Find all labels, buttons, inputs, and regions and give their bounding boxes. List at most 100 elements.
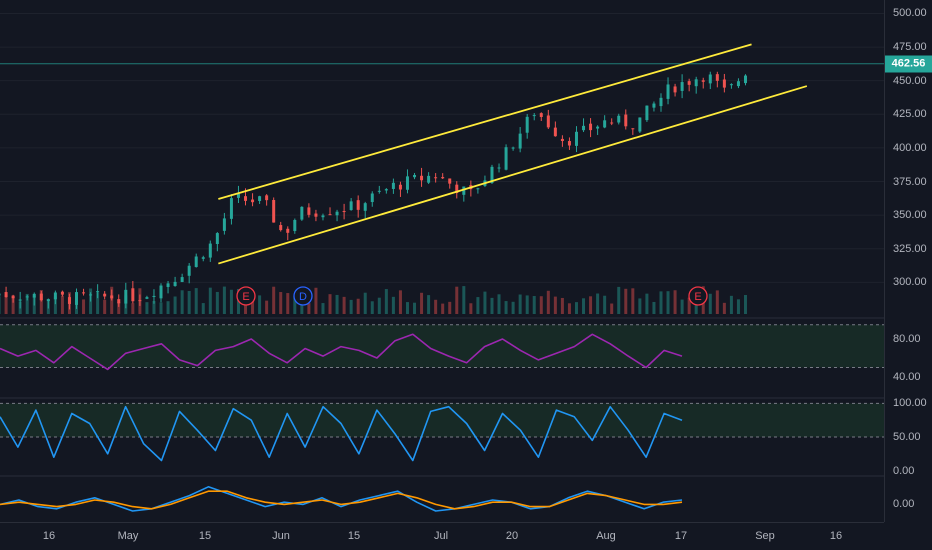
event-marker-letter: E [242, 291, 249, 303]
volume-bar [589, 296, 593, 314]
candle-body [103, 293, 107, 297]
volume-bar [420, 292, 424, 314]
candle-body [420, 175, 424, 181]
volume-bar [293, 296, 297, 314]
candle-body [363, 203, 367, 211]
price-axis-label: 325.00 [893, 242, 927, 255]
candle-body [729, 84, 733, 86]
candle-body [624, 114, 628, 127]
candle-body [462, 186, 466, 195]
volume-bar [265, 300, 269, 314]
volume-bar [715, 290, 719, 314]
candle-body [328, 214, 332, 216]
candle-body [258, 196, 262, 201]
price-axis-label: 425.00 [893, 108, 927, 121]
candle-body [687, 81, 691, 85]
candle-body [448, 178, 452, 184]
candle-body [617, 115, 621, 123]
candle-body [293, 219, 297, 232]
candle-body [110, 295, 114, 299]
rsi-line-0 [0, 333, 683, 371]
candle-body [680, 82, 684, 91]
volume-bar [659, 291, 663, 314]
stoch-axis-label: 100.00 [893, 397, 927, 410]
volume-bar [603, 295, 607, 314]
volume-bar [4, 294, 8, 314]
volume-bar [384, 289, 388, 314]
rsi-axis-label: 80.00 [893, 333, 921, 345]
macd-line-0 [0, 486, 683, 512]
volume-bar [490, 297, 494, 314]
candle-body [391, 182, 395, 189]
candle-body [25, 296, 29, 298]
volume-bar [391, 296, 395, 314]
volume-bar [356, 298, 360, 314]
candle-body [497, 167, 501, 169]
volume-bar [398, 290, 402, 314]
volume-bar [152, 301, 156, 314]
candle-body [455, 184, 459, 194]
volume-bar [342, 296, 346, 314]
candle-body [124, 289, 128, 304]
candle-body [307, 207, 311, 215]
volume-bar [251, 295, 255, 314]
stoch-axis-label: 0.00 [893, 464, 915, 477]
candle-body [384, 189, 388, 191]
candle-body [251, 199, 255, 203]
volume-bar [314, 287, 318, 314]
time-axis-label: Jul [433, 530, 449, 542]
candle-body [75, 292, 79, 305]
volume-bar [279, 292, 283, 314]
candle-body [610, 122, 614, 124]
candle-body [413, 174, 417, 178]
price-axis-label: 350.00 [893, 209, 927, 222]
candle-body [96, 291, 100, 293]
channel-line-lower [218, 85, 808, 265]
candle-body [89, 294, 93, 296]
candle-body [117, 299, 121, 304]
price-axis[interactable]: 500.00 475.00 450.00 425.00 400.00 375.00 350.… [884, 0, 932, 522]
price-axis-label: 400.00 [893, 141, 927, 154]
volume-bar [166, 301, 170, 314]
volume-bar [321, 303, 325, 314]
candle-body [673, 86, 677, 93]
volume-bar [638, 298, 642, 314]
volume-bar [222, 286, 226, 314]
candle-body [18, 299, 22, 301]
volume-bar [596, 293, 600, 314]
candle-body [504, 147, 508, 170]
volume-bar [0, 296, 1, 314]
volume-bar [434, 299, 438, 314]
candle-body [490, 166, 494, 184]
volume-bar [145, 302, 149, 314]
candle-body [159, 285, 163, 299]
volume-bar [405, 302, 409, 314]
candle-body [589, 123, 593, 131]
volume-bar [673, 290, 677, 314]
volume-bar [328, 294, 332, 314]
candle-body [659, 97, 663, 107]
candle-body [518, 133, 522, 149]
volume-bar [624, 288, 628, 314]
volume-bar [103, 299, 107, 314]
candle-body [546, 115, 550, 128]
volume-bar [631, 288, 635, 314]
volume-bar [187, 290, 191, 314]
time-axis-label: Sep [755, 530, 775, 542]
volume-bar [469, 303, 473, 314]
volume-bar [25, 293, 29, 314]
candle-body [244, 196, 248, 201]
candle-body [511, 147, 515, 149]
volume-bar [363, 292, 367, 314]
time-axis[interactable]: 16 May 15 Jun 15 Jul 20 Aug 17 Sep 16 [0, 522, 884, 550]
candle-body [46, 299, 50, 302]
volume-bar [53, 296, 57, 314]
price-axis-label: 475.00 [893, 41, 927, 54]
candle-body [539, 113, 543, 117]
candle-body [60, 291, 64, 295]
volume-bar [173, 296, 177, 314]
event-marker-circle [688, 286, 708, 306]
candle-body [349, 201, 353, 211]
